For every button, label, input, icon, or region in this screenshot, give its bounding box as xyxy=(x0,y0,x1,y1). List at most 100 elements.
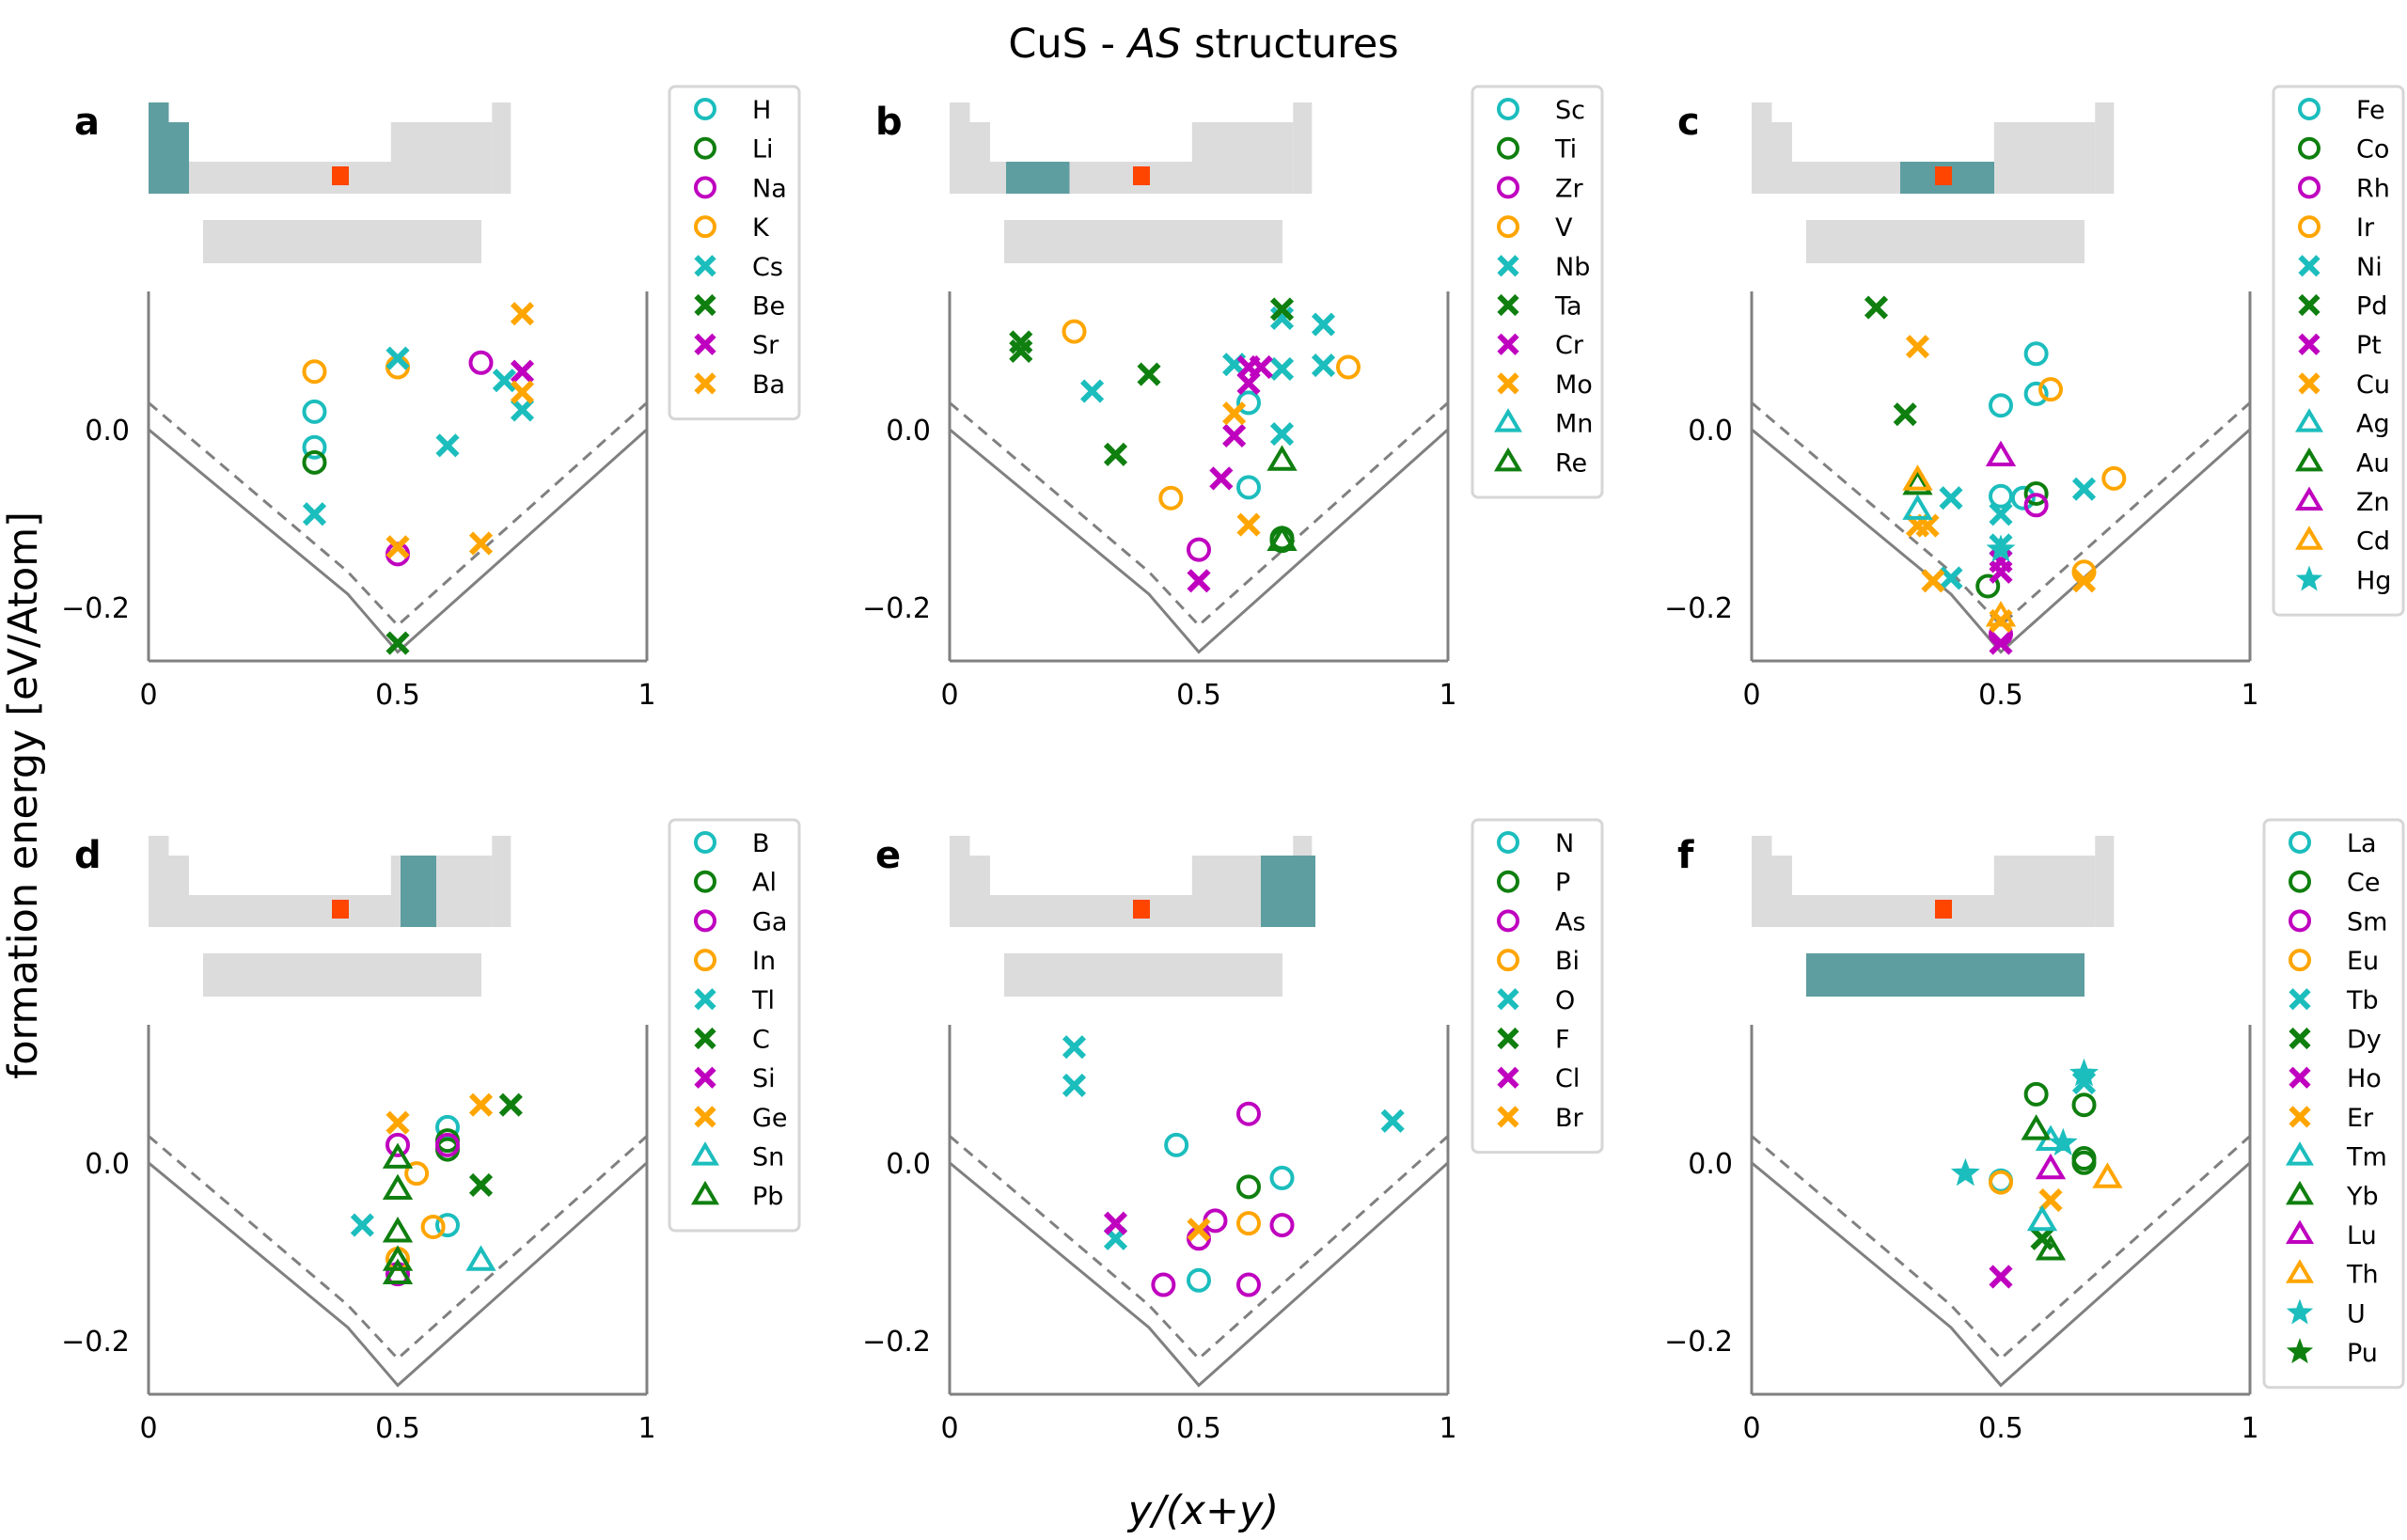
legend-label: Bi xyxy=(1555,947,1580,976)
data-point-ir xyxy=(2038,377,2063,402)
pt-marker-cu xyxy=(1133,166,1150,185)
legend-marker-cd xyxy=(2295,526,2323,550)
data-point-ir xyxy=(2101,465,2127,491)
legend-label: Ce xyxy=(2347,869,2380,898)
legend-marker-ho xyxy=(2289,1066,2311,1089)
legend-frame xyxy=(1471,85,1604,499)
data-point-as xyxy=(1269,1213,1295,1238)
data-points xyxy=(1950,1058,2123,1289)
legend-marker-zn xyxy=(2295,486,2323,511)
legend-marker-b xyxy=(694,831,716,854)
legend-marker-n xyxy=(1497,831,1519,854)
data-point-v xyxy=(1062,319,1087,344)
data-points xyxy=(1864,295,2127,655)
x-tick-label: 0 xyxy=(139,679,157,712)
hull-line xyxy=(148,1161,648,1388)
pt-block-noble xyxy=(1293,102,1313,194)
periodic-table-inset xyxy=(149,836,511,997)
legend-marker-yb xyxy=(2286,1180,2314,1205)
data-point-c xyxy=(468,1172,494,1198)
data-point-pd xyxy=(1864,295,1889,320)
legend-label: Na xyxy=(752,174,787,203)
data-point-cs xyxy=(385,346,410,370)
legend: H Li Na K Cs Be Sr Ba xyxy=(668,85,801,421)
data-point-h xyxy=(302,434,327,460)
data-point-cu xyxy=(2071,569,2097,593)
data-point-ni xyxy=(1989,502,2013,526)
legend-marker-ce xyxy=(2289,870,2311,893)
x-tick-label: 0 xyxy=(940,1412,958,1445)
pt-block-g1 xyxy=(1752,836,1772,927)
legend-label: Br xyxy=(1555,1104,1584,1133)
legend-marker-sn xyxy=(691,1141,719,1166)
panel-letter: d xyxy=(74,834,102,877)
data-point-ce xyxy=(2071,1150,2097,1175)
legend: La Ce Sm Eu Tb Dy Ho Er Tm Yb Lu Th U Pu xyxy=(2262,818,2405,1390)
legend-label: O xyxy=(1555,986,1575,1015)
data-point-pb xyxy=(382,1142,414,1169)
legend-marker-ba xyxy=(694,372,716,395)
legend-label: Cr xyxy=(1555,331,1584,360)
legend-label: Nb xyxy=(1555,253,1590,282)
data-point-in xyxy=(420,1214,446,1239)
data-point-as xyxy=(1236,1272,1261,1297)
legend-label: Yb xyxy=(2346,1182,2379,1211)
legend-marker-pd xyxy=(2298,293,2320,317)
data-point-co xyxy=(2023,480,2049,506)
legend-label: Ni xyxy=(2356,253,2383,282)
data-point-nb xyxy=(1080,379,1105,403)
data-point-ta xyxy=(1103,442,1128,466)
legend-marker-ir xyxy=(2298,215,2320,239)
legend-marker-au xyxy=(2295,447,2323,472)
legend-label: Rh xyxy=(2356,174,2390,203)
data-point-cu xyxy=(1905,335,1930,359)
data-point-ba xyxy=(468,531,494,556)
legend-label: Al xyxy=(752,869,777,898)
legend-marker-sm xyxy=(2289,909,2311,933)
data-point-rh xyxy=(2023,493,2049,518)
data-point-ni xyxy=(1939,486,1963,511)
legend-label: Mo xyxy=(1555,370,1593,400)
legend-marker-zr xyxy=(1497,176,1519,199)
x-tick-label: 0 xyxy=(139,1412,157,1445)
legend-label: In xyxy=(752,947,776,976)
legend-label: Re xyxy=(1555,448,1587,478)
data-point-pt xyxy=(1989,559,2013,584)
legend-marker-la xyxy=(2289,831,2311,854)
y-tick-label: −0.2 xyxy=(61,1326,130,1359)
data-point-cs xyxy=(492,369,516,393)
data-point-nb xyxy=(1311,312,1336,337)
legend-marker-pu xyxy=(2286,1338,2314,1364)
data-point-in xyxy=(404,1161,430,1186)
legend-marker-in xyxy=(694,949,716,972)
data-point-o xyxy=(1062,1035,1087,1060)
legend-marker-er xyxy=(2289,1106,2311,1128)
legend-label: Tm xyxy=(2346,1143,2387,1172)
data-point-mo xyxy=(1236,512,1261,537)
legend-marker-cu xyxy=(2298,372,2320,395)
data-point-nb xyxy=(1269,306,1295,330)
legend-marker-ni xyxy=(2298,255,2320,277)
data-point-h xyxy=(302,399,327,424)
legend-frame xyxy=(2262,818,2405,1390)
legend-label: Cd xyxy=(2356,527,2390,557)
legend-marker-cr xyxy=(1497,333,1519,355)
legend-marker-nb xyxy=(1497,255,1519,277)
legend-marker-mn xyxy=(1494,408,1522,432)
data-point-re xyxy=(1266,445,1298,471)
data-point-zn xyxy=(1985,440,2017,467)
pt-highlight-g13 xyxy=(401,856,436,927)
pt-block-d xyxy=(189,162,391,194)
x-tick-label: 0.5 xyxy=(1978,1412,2023,1445)
legend-marker-cl xyxy=(1497,1066,1519,1089)
pt-block-p xyxy=(390,122,493,194)
data-point-as xyxy=(1151,1272,1176,1297)
legend-marker-tb xyxy=(2289,988,2311,1011)
periodic-table-inset xyxy=(1752,102,2115,263)
data-point-pd xyxy=(1893,402,1917,427)
legend-marker-al xyxy=(694,870,716,893)
pt-block-g2 xyxy=(1771,856,1792,927)
panel-letter: a xyxy=(74,101,100,144)
pt-block-d xyxy=(189,895,391,927)
legend-label: Ba xyxy=(752,370,785,400)
